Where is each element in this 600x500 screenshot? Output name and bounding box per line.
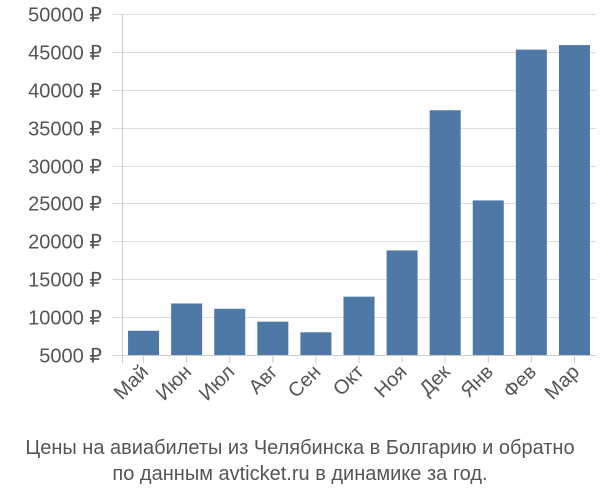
- bar-1: [128, 330, 160, 355]
- bar-8: [429, 110, 461, 355]
- bar-9: [472, 200, 504, 355]
- bar-4: [257, 321, 289, 355]
- bar-7: [386, 250, 418, 355]
- bar-6: [343, 296, 375, 355]
- chart-caption-line-1: Цены на авиабилеты из Челябинска в Болга…: [25, 437, 575, 459]
- y-axis-tick-labels: 5000 ₽ 10000 ₽ 15000 ₽ 20000 ₽ 25000 ₽ 30000 …: [28, 5, 102, 368]
- x-tick-label: Янв: [457, 361, 498, 402]
- x-tick-label: Окт: [329, 361, 368, 400]
- y-tick-label: 40000 ₽: [28, 81, 102, 103]
- y-tick-label: 45000 ₽: [28, 43, 102, 65]
- bar-3: [214, 308, 246, 355]
- x-tick-label: Сен: [284, 361, 325, 402]
- x-tick-label: Май: [110, 361, 153, 404]
- y-tick-label: 50000 ₽: [28, 5, 102, 27]
- x-tick-label: Июл: [195, 361, 239, 405]
- x-tick-label: Ноя: [370, 361, 411, 402]
- y-tick-label: 15000 ₽: [28, 270, 102, 292]
- y-tick-label: 5000 ₽: [39, 346, 102, 368]
- bars: [128, 45, 590, 356]
- bar-2: [171, 303, 203, 355]
- x-tick-label: Мар: [541, 361, 584, 404]
- axes: [122, 14, 596, 363]
- chart-caption-line-2: по данным avticket.ru в динамике за год.: [112, 463, 488, 485]
- x-tick-label: Июн: [152, 361, 196, 405]
- bar-5: [300, 332, 332, 355]
- x-tick-label: Авг: [245, 361, 283, 399]
- y-tick-label: 25000 ₽: [28, 194, 102, 216]
- y-tick-label: 10000 ₽: [28, 308, 102, 330]
- bar-11: [558, 45, 590, 356]
- y-tick-label: 30000 ₽: [28, 157, 102, 179]
- x-tick-label: Дек: [416, 361, 455, 400]
- bar-10: [515, 49, 547, 356]
- x-tick-label: Фев: [499, 361, 541, 403]
- y-tick-label: 20000 ₽: [28, 232, 102, 254]
- y-tick-label: 35000 ₽: [28, 119, 102, 141]
